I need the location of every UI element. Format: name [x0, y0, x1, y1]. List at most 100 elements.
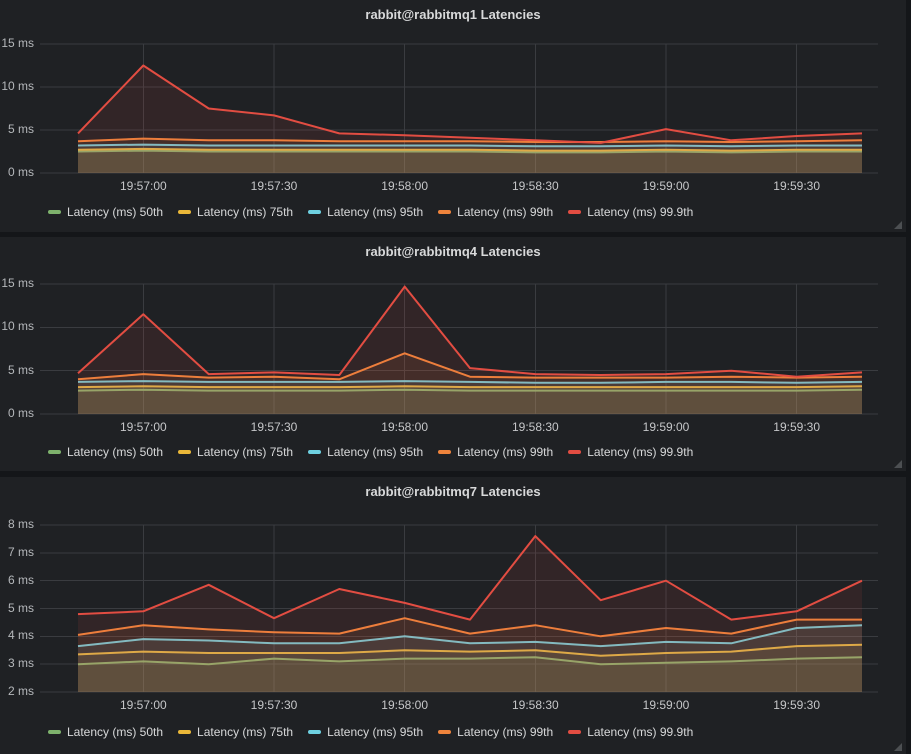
y-tick-label: 0 ms — [7, 406, 34, 420]
panel-title[interactable]: rabbit@rabbitmq7 Latencies — [365, 484, 541, 499]
series-line-99th — [77, 352, 863, 381]
series-line-50th — [77, 656, 863, 666]
panel-resize-handle-icon[interactable] — [894, 460, 902, 468]
legend-item-50th[interactable]: Latency (ms) 50th — [48, 445, 163, 459]
legend-item-75th[interactable]: Latency (ms) 75th — [178, 445, 293, 459]
panel-title[interactable]: rabbit@rabbitmq4 Latencies — [365, 244, 541, 259]
legend-item-99.9th[interactable]: Latency (ms) 99.9th — [568, 205, 693, 219]
panel-rabbitmq7-latencies: rabbit@rabbitmq7 Latencies 2 ms 3 ms 4 ms 5… — [0, 477, 906, 754]
x-tick-label: 19:59:30 — [773, 179, 821, 193]
y-tick-label: 3 ms — [7, 656, 34, 671]
series-line-75th — [77, 147, 862, 152]
panel-rabbitmq1-latencies: rabbit@rabbitmq1 Latencies 0 ms 5 ms 10 ms… — [0, 0, 906, 232]
x-tick-label: 19:57:30 — [250, 179, 298, 193]
series-line-50th — [77, 388, 863, 392]
grid-lines — [40, 283, 878, 415]
y-tick-label: 5 ms — [7, 362, 34, 377]
legend-series-dash-icon — [438, 210, 452, 214]
time-series-graph-rabbitmq1[interactable]: 0 ms 5 ms 10 ms 15 ms 19:57:00 19:57:30 19:58:… — [0, 0, 906, 232]
legend-series-label: Latency (ms) 50th — [67, 205, 164, 219]
x-tick-label: 19:58:30 — [511, 698, 559, 712]
x-tick-label: 19:59:00 — [642, 698, 690, 712]
series-fill-50th — [78, 389, 862, 414]
series-fill-50th — [78, 150, 862, 173]
y-tick-label: 6 ms — [7, 572, 34, 587]
legend-item-95th[interactable]: Latency (ms) 95th — [308, 205, 423, 219]
y-tick-label: 10 ms — [1, 79, 34, 93]
legend-item-99th[interactable]: Latency (ms) 99th — [438, 445, 553, 459]
legend-item-50th[interactable]: Latency (ms) 50th — [48, 205, 163, 219]
y-tick-label: 2 ms — [7, 684, 34, 698]
panel-resize-handle-icon[interactable] — [894, 743, 902, 751]
graph-canvas[interactable] — [0, 477, 906, 754]
series-fill-95th — [78, 381, 862, 414]
legend-series-dash-icon — [48, 450, 61, 454]
legend-series-label: Latency (ms) 95th — [327, 445, 424, 459]
y-tick-label: 4 ms — [7, 628, 34, 643]
legend-series-dash-icon — [178, 210, 192, 214]
legend-series-label: Latency (ms) 99th — [457, 205, 554, 219]
legend-series-label: Latency (ms) 50th — [67, 445, 164, 459]
legend: Latency (ms) 50th Latency (ms) 75th Latenc… — [48, 725, 693, 739]
x-tick-label: 19:59:30 — [773, 420, 821, 434]
panel-resize-handle-icon[interactable] — [894, 221, 902, 229]
x-tick-label: 19:59:30 — [773, 698, 821, 712]
series-line-75th — [77, 385, 863, 389]
legend-series-label: Latency (ms) 95th — [327, 725, 424, 739]
legend-item-99th[interactable]: Latency (ms) 99th — [438, 725, 553, 739]
graph-canvas[interactable] — [0, 237, 906, 471]
legend-series-label: Latency (ms) 95th — [327, 205, 424, 219]
x-tick-label: 19:59:00 — [642, 179, 690, 193]
grid-lines — [40, 524, 878, 693]
legend-series-dash-icon — [568, 210, 582, 214]
legend-item-99.9th[interactable]: Latency (ms) 99.9th — [568, 725, 693, 739]
legend-item-95th[interactable]: Latency (ms) 95th — [308, 445, 423, 459]
y-tick-label: 8 ms — [7, 517, 34, 531]
y-tick-label: 10 ms — [1, 319, 34, 334]
series-fill-50th — [78, 657, 862, 692]
legend-item-99th[interactable]: Latency (ms) 99th — [438, 205, 553, 219]
series-line-95th — [77, 143, 862, 148]
y-tick-label: 15 ms — [1, 276, 34, 290]
legend-series-dash-icon — [308, 450, 322, 454]
grid-lines — [40, 43, 878, 174]
x-tick-label: 19:58:00 — [381, 698, 429, 712]
series-line-99.9th — [77, 285, 863, 378]
time-series-graph-rabbitmq7[interactable]: 2 ms 3 ms 4 ms 5 ms 6 ms 7 ms 8 ms 19:57:00 19:5… — [0, 477, 906, 754]
series-line-95th — [77, 624, 863, 648]
panel-title[interactable]: rabbit@rabbitmq1 Latencies — [365, 7, 541, 22]
series-line-50th — [77, 149, 862, 154]
x-tick-label: 19:57:30 — [250, 698, 298, 712]
legend-item-75th[interactable]: Latency (ms) 75th — [178, 205, 293, 219]
series-line-99.9th — [77, 535, 863, 621]
legend-series-label: Latency (ms) 50th — [67, 725, 164, 739]
series-fill-75th — [78, 148, 862, 173]
x-tick-label: 19:57:00 — [119, 420, 167, 434]
series-fill-99th — [78, 618, 862, 692]
legend-series-label: Latency (ms) 99.9th — [587, 205, 694, 219]
legend-series-label: Latency (ms) 99.9th — [587, 445, 694, 459]
legend-item-50th[interactable]: Latency (ms) 50th — [48, 725, 163, 739]
legend-item-95th[interactable]: Latency (ms) 95th — [308, 725, 423, 739]
legend-series-dash-icon — [308, 210, 322, 214]
legend-series-dash-icon — [178, 730, 192, 734]
time-series-graph-rabbitmq4[interactable]: 0 ms 5 ms 10 ms 15 ms 19:57:00 19:57:30 19:58:… — [0, 237, 906, 471]
legend: Latency (ms) 50th Latency (ms) 75th Latenc… — [48, 205, 693, 219]
legend-item-75th[interactable]: Latency (ms) 75th — [178, 725, 293, 739]
legend-series-label: Latency (ms) 99th — [457, 445, 554, 459]
x-tick-label: 19:59:00 — [642, 420, 690, 434]
legend-series-dash-icon — [438, 730, 452, 734]
legend-series-label: Latency (ms) 75th — [197, 725, 294, 739]
legend-series-dash-icon — [308, 730, 322, 734]
y-tick-label: 0 ms — [7, 165, 34, 179]
legend-series-dash-icon — [438, 450, 452, 454]
series-fill-99th — [78, 353, 862, 414]
series-line-99th — [77, 617, 862, 638]
y-tick-label: 5 ms — [7, 122, 34, 136]
legend-series-label: Latency (ms) 99.9th — [587, 725, 694, 739]
series-fill-99.9th — [78, 65, 862, 173]
series-fill-99th — [78, 138, 862, 173]
legend-item-99.9th[interactable]: Latency (ms) 99.9th — [568, 445, 693, 459]
series-line-99th — [77, 137, 863, 143]
graph-canvas[interactable] — [0, 0, 906, 232]
